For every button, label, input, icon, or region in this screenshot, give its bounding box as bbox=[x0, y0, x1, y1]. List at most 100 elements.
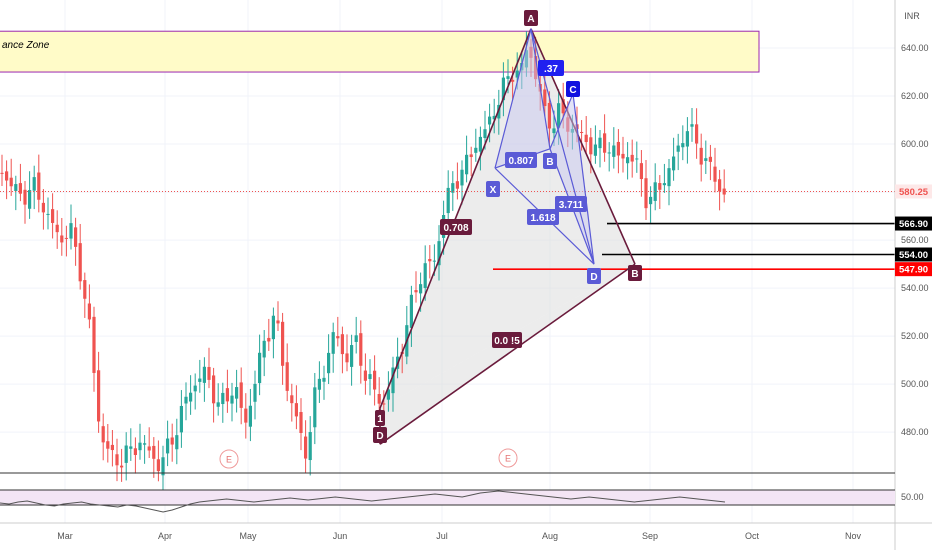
candle-body bbox=[580, 131, 584, 133]
price-tick-label: 480.00 bbox=[901, 427, 929, 437]
candle-body bbox=[41, 202, 45, 213]
candle-body bbox=[244, 408, 248, 423]
resistance-zone: ance Zone bbox=[0, 30, 760, 73]
price-label-l2: 554.00 bbox=[899, 250, 928, 261]
ratio-1618: 1.618 bbox=[530, 213, 555, 224]
candle-body bbox=[23, 189, 27, 205]
price-label-box bbox=[895, 216, 932, 231]
candle-body bbox=[51, 209, 55, 223]
candle-body bbox=[630, 154, 634, 162]
candle-body bbox=[313, 387, 317, 428]
candle-body bbox=[368, 374, 372, 380]
candle-body bbox=[336, 336, 340, 339]
inner-pattern-line bbox=[494, 28, 532, 169]
candle-body bbox=[156, 459, 160, 472]
candle-body bbox=[101, 426, 105, 443]
candle-body bbox=[695, 124, 699, 144]
label-B-box bbox=[628, 265, 642, 281]
candle-body bbox=[64, 237, 68, 239]
candle-body bbox=[718, 179, 722, 192]
candle-body bbox=[202, 366, 206, 383]
time-tick-label: Jun bbox=[333, 531, 348, 541]
ratio-005-box bbox=[492, 332, 522, 348]
candle-body bbox=[83, 280, 87, 299]
label-B: B bbox=[631, 269, 638, 280]
candle-body bbox=[557, 103, 561, 128]
candle-body bbox=[281, 321, 285, 366]
candle-body bbox=[308, 432, 312, 461]
ratio-005: 0.0 !5 bbox=[494, 336, 520, 347]
price-axis[interactable]: 480.00500.00520.00540.00560.00580.00600.… bbox=[894, 0, 932, 550]
candle-body bbox=[658, 183, 662, 190]
candle-body bbox=[561, 99, 565, 114]
candle-body bbox=[212, 375, 216, 404]
candle-body bbox=[285, 362, 289, 391]
price-label-box bbox=[895, 262, 932, 277]
candle-body bbox=[672, 156, 676, 171]
candle-body bbox=[354, 335, 358, 342]
candle-body bbox=[133, 448, 137, 455]
candle-body bbox=[667, 168, 671, 187]
label-inner-C: C bbox=[569, 85, 576, 96]
price-tick-label: 500.00 bbox=[901, 379, 929, 389]
label-inner-C-box bbox=[566, 81, 580, 97]
candle-body bbox=[184, 396, 188, 404]
candle-body bbox=[662, 183, 666, 186]
candle-body bbox=[87, 303, 91, 320]
candle-body bbox=[235, 387, 239, 399]
candle-body bbox=[547, 102, 551, 129]
candle-body bbox=[14, 184, 18, 191]
horizontal-lines bbox=[0, 190, 895, 270]
candle-body bbox=[221, 392, 225, 405]
candle-body bbox=[60, 235, 64, 243]
time-axis[interactable]: Mar Apr May Jun Jul Aug Sep Oct Nov bbox=[0, 522, 932, 541]
candle-body bbox=[175, 435, 179, 450]
candle-body bbox=[18, 183, 22, 194]
candle-body bbox=[451, 183, 455, 193]
candle-body bbox=[258, 352, 262, 384]
inner-pattern-line bbox=[572, 93, 595, 265]
candle-body bbox=[299, 412, 303, 433]
ratio-0708: 0.708 bbox=[443, 223, 468, 234]
candle-body bbox=[593, 144, 597, 156]
label-inner-X-box bbox=[486, 181, 500, 197]
candle-body bbox=[492, 115, 496, 120]
label-inner-D-box bbox=[587, 268, 601, 284]
time-tick-label: May bbox=[239, 531, 257, 541]
candle-body bbox=[685, 131, 689, 147]
candle-body bbox=[644, 178, 648, 209]
label-D-box bbox=[373, 427, 387, 443]
price-label-box bbox=[895, 247, 932, 262]
candle-body bbox=[28, 190, 32, 209]
candle-body bbox=[120, 465, 124, 468]
candle-body bbox=[69, 223, 73, 239]
candle-body bbox=[115, 454, 119, 466]
candle-body bbox=[161, 457, 165, 476]
candle-body bbox=[230, 395, 234, 404]
candle-body bbox=[106, 441, 110, 449]
candle-body bbox=[511, 79, 515, 82]
candle-body bbox=[621, 153, 625, 159]
candle-body bbox=[193, 385, 197, 392]
ratio-0807: 0.807 bbox=[508, 156, 533, 167]
candle-body bbox=[391, 367, 395, 394]
candle-body bbox=[0, 172, 4, 174]
candle-body bbox=[469, 154, 473, 158]
candle-body bbox=[5, 171, 9, 181]
candle-body bbox=[419, 284, 423, 294]
currency-label: INR bbox=[904, 11, 920, 21]
ratio-0708-box bbox=[440, 219, 472, 235]
candle-body bbox=[317, 378, 321, 390]
resistance-zone-label: ance Zone bbox=[2, 40, 50, 51]
candle-body bbox=[110, 444, 114, 451]
candle-body bbox=[322, 377, 326, 382]
inner-pattern-line bbox=[530, 28, 551, 149]
price-tick-label: 640.00 bbox=[901, 43, 929, 53]
candle-body bbox=[55, 224, 59, 233]
candle-body bbox=[722, 188, 726, 195]
candle-body bbox=[198, 378, 202, 382]
candle-body bbox=[501, 77, 505, 101]
candle-body bbox=[97, 370, 101, 422]
label-inner-D: D bbox=[590, 272, 597, 283]
